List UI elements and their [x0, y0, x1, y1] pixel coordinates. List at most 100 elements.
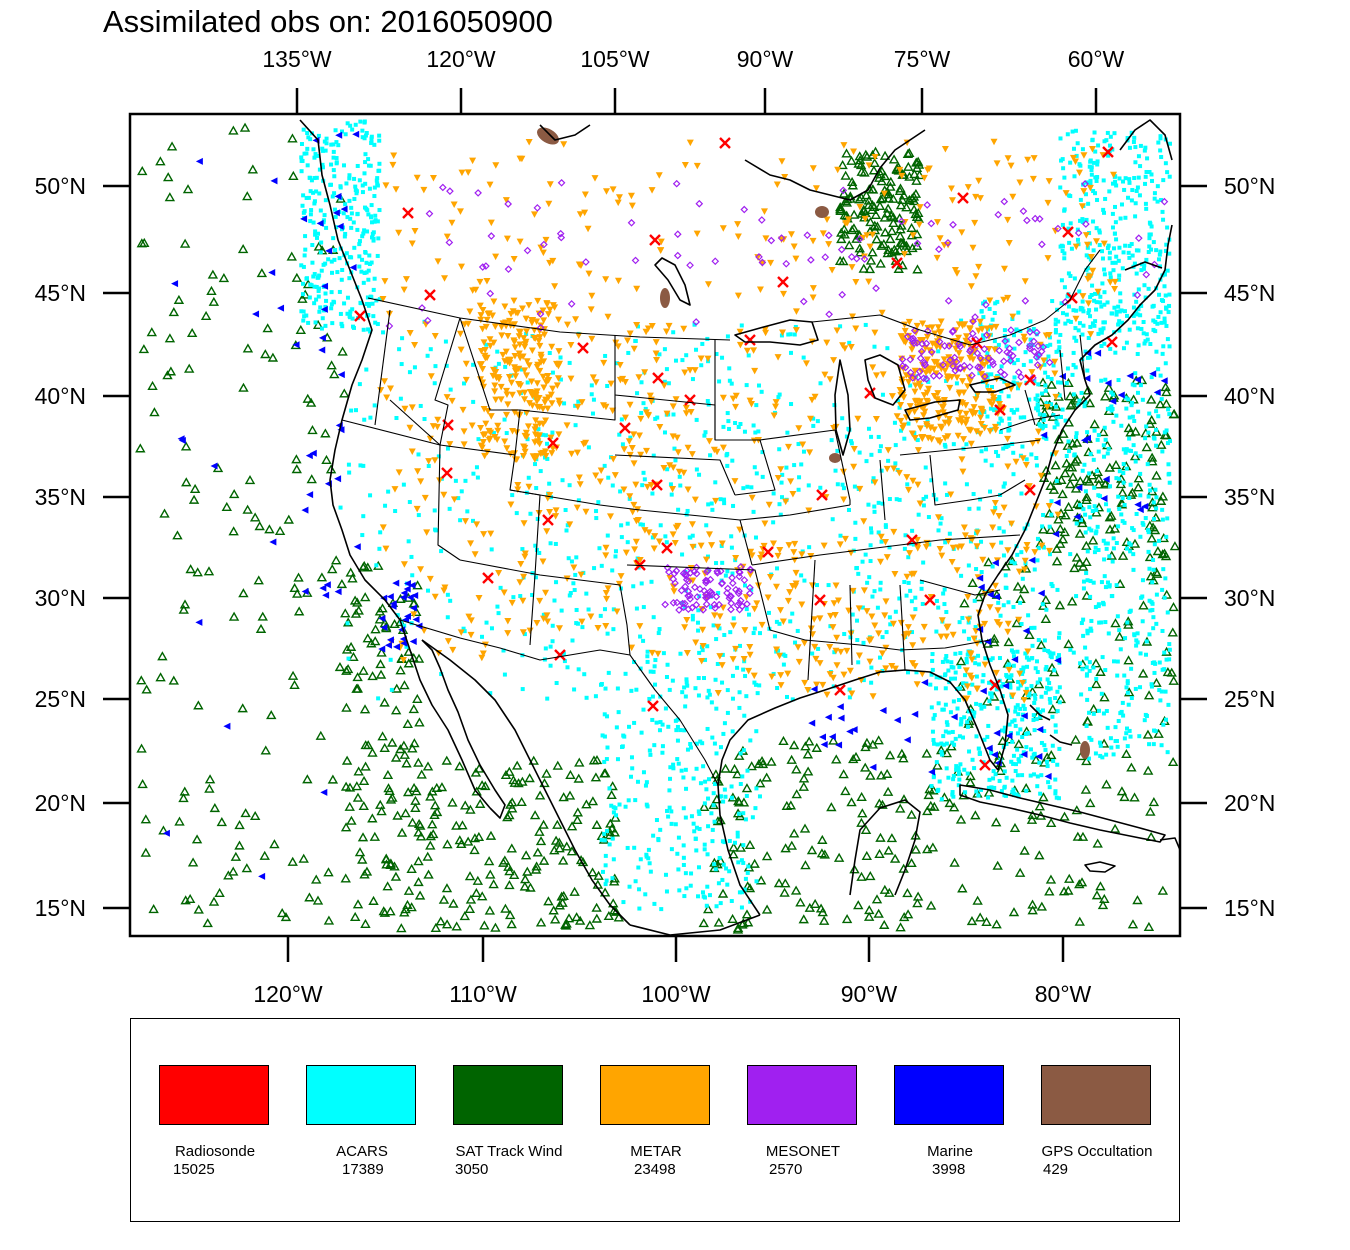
- acars-marker: [678, 728, 683, 733]
- acars-marker: [650, 535, 655, 540]
- sat-wind-marker: [896, 220, 907, 230]
- acars-marker: [1055, 587, 1060, 592]
- metar-marker: [505, 374, 513, 381]
- metar-marker: [714, 689, 722, 697]
- acars-marker: [1043, 423, 1048, 428]
- acars-marker: [939, 749, 944, 754]
- acars-marker: [1123, 395, 1128, 400]
- acars-marker: [432, 381, 437, 386]
- metar-marker: [1080, 188, 1088, 195]
- metar-marker: [905, 318, 913, 326]
- acars-marker: [1043, 690, 1048, 695]
- acars-marker: [495, 349, 500, 354]
- sat-wind-marker: [137, 165, 148, 176]
- acars-marker: [997, 526, 1002, 531]
- sat-wind-marker: [906, 809, 917, 819]
- acars-marker: [1097, 228, 1102, 233]
- acars-marker: [1107, 143, 1112, 148]
- metar-marker: [523, 358, 531, 365]
- acars-marker: [796, 442, 801, 447]
- acars-marker: [1088, 324, 1093, 329]
- metar-marker: [543, 612, 551, 619]
- sat-wind-marker: [865, 770, 876, 780]
- acars-marker: [1018, 415, 1023, 420]
- acars-marker: [366, 163, 371, 168]
- acars-marker: [730, 458, 735, 463]
- metar-marker: [826, 644, 834, 651]
- sat-wind-marker: [734, 797, 745, 807]
- acars-marker: [1068, 319, 1073, 324]
- acars-marker: [1136, 409, 1141, 414]
- metar-marker: [708, 542, 716, 549]
- metar-marker: [1023, 541, 1031, 549]
- sat-wind-marker: [326, 360, 337, 370]
- metar-marker: [542, 452, 550, 460]
- acars-marker: [957, 620, 962, 625]
- acars-marker: [355, 163, 360, 168]
- acars-marker: [1166, 407, 1171, 412]
- acars-marker: [315, 275, 320, 280]
- acars-marker: [944, 492, 949, 497]
- acars-marker: [1138, 534, 1143, 539]
- acars-marker: [1053, 695, 1058, 700]
- acars-marker: [690, 613, 695, 618]
- metar-marker: [549, 385, 557, 393]
- sat-wind-marker: [488, 879, 499, 889]
- metar-marker: [546, 509, 554, 516]
- acars-marker: [326, 257, 331, 262]
- metar-marker: [866, 658, 874, 666]
- sat-wind-marker: [302, 393, 313, 403]
- metar-marker: [511, 409, 519, 416]
- acars-marker: [335, 270, 340, 275]
- sat-wind-marker: [959, 598, 970, 608]
- acars-marker: [1102, 210, 1107, 215]
- metar-marker: [462, 360, 470, 368]
- acars-marker: [1036, 382, 1041, 387]
- acars-marker: [725, 334, 730, 339]
- acars-marker: [1159, 397, 1164, 402]
- metar-marker: [497, 383, 505, 391]
- acars-marker: [1167, 657, 1172, 662]
- sat-wind-marker: [1047, 704, 1058, 714]
- acars-marker: [913, 607, 918, 612]
- acars-marker: [887, 615, 892, 620]
- acars-marker: [861, 640, 866, 645]
- acars-marker: [1111, 752, 1116, 757]
- acars-marker: [929, 705, 934, 710]
- acars-marker: [756, 383, 761, 388]
- sat-wind-marker: [1093, 479, 1104, 489]
- metar-marker: [850, 148, 858, 156]
- acars-marker: [771, 491, 776, 496]
- acars-marker: [1020, 671, 1025, 676]
- metar-marker: [594, 625, 602, 632]
- metar-marker: [469, 157, 477, 165]
- acars-marker: [383, 503, 388, 508]
- acars-marker: [1071, 362, 1076, 367]
- sat-wind-marker: [341, 702, 352, 712]
- sat-wind-marker: [925, 900, 937, 910]
- acars-marker: [301, 318, 306, 323]
- metar-marker: [732, 392, 740, 400]
- acars-marker: [632, 660, 637, 665]
- acars-marker: [1132, 176, 1137, 181]
- acars-marker: [737, 643, 742, 648]
- sat-wind-marker: [554, 837, 565, 847]
- acars-marker: [1035, 404, 1040, 409]
- acars-marker: [705, 852, 710, 857]
- acars-marker: [1151, 615, 1156, 620]
- sat-wind-marker: [451, 921, 462, 931]
- metar-marker: [672, 524, 680, 531]
- acars-marker: [329, 182, 334, 187]
- sat-wind-marker: [337, 346, 348, 356]
- sat-wind-marker: [535, 836, 547, 846]
- metar-marker: [519, 597, 527, 605]
- sat-wind-marker: [791, 764, 802, 774]
- acars-marker: [1124, 447, 1129, 452]
- acars-marker: [707, 692, 712, 697]
- acars-marker: [1029, 625, 1034, 630]
- sat-wind-marker: [1143, 921, 1155, 931]
- acars-marker: [936, 605, 941, 610]
- acars-marker: [1124, 546, 1129, 551]
- acars-marker: [1152, 660, 1157, 665]
- sat-wind-marker: [1093, 502, 1105, 512]
